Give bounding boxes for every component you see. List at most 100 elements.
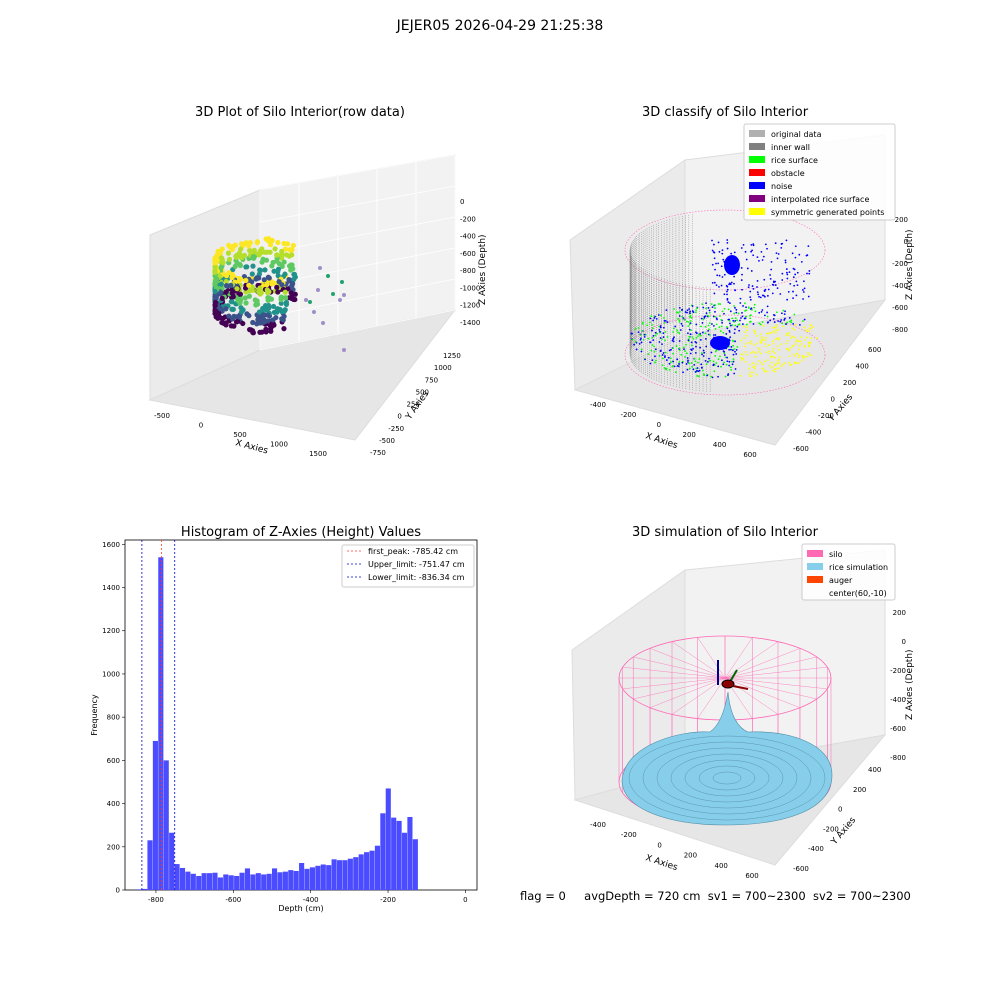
y-tick-label: -600 [793,445,809,453]
classified-point [721,321,724,324]
classified-point [781,322,784,325]
classified-point [695,309,697,312]
classified-point [651,324,653,326]
classified-point [750,307,753,310]
histogram-bar [142,888,148,890]
histogram-x-label: Depth (cm) [278,904,323,913]
classified-point [708,322,711,325]
classified-point [631,338,634,341]
classified-point [784,310,786,313]
noise-point [771,292,774,295]
classified-point [687,339,690,342]
y-tick-label: 800 [107,714,120,722]
z-tick-label: -600 [890,725,906,733]
classified-point [652,319,655,322]
classified-point [766,305,769,308]
histogram-legend: first_peak: -785.42 cm Upper_limit: -751.… [341,544,475,588]
classified-point [640,348,643,351]
legend-label: center(60,-10) [829,589,887,598]
histogram-bar [353,857,359,890]
silo-wire [649,677,726,708]
noise-point [711,281,714,284]
classified-point [764,339,767,341]
noise-point [791,252,794,255]
classified-point [708,311,711,314]
noise-point [711,263,714,266]
classified-point [794,362,797,365]
classified-point [723,354,726,356]
raw-data-point [338,298,342,302]
classified-point [637,326,640,329]
raw-plot-z-label: Z Axies (Depth) [478,234,488,305]
classified-point [808,341,811,344]
figure-title: JEJER05 2026-04-29 21:25:38 [396,18,604,34]
histogram-bar [136,889,142,890]
noise-point [749,296,752,299]
classified-point [741,311,743,314]
noise-point [720,265,723,268]
raw-data-point [312,310,316,314]
raw-data-point [270,303,277,310]
noise-point [749,298,752,301]
histogram-bar [244,868,251,890]
noise-point [733,275,736,278]
classified-point [803,318,806,321]
classified-point [717,358,720,361]
classified-point [726,327,729,330]
classified-point [794,343,797,346]
classified-point [745,306,747,309]
classified-point [698,358,701,360]
classified-point [785,347,788,350]
classified-point [810,337,813,340]
classified-point [762,324,765,327]
classified-point [726,356,729,359]
classified-point [777,367,780,370]
classified-point [777,348,780,351]
silo-wire [622,666,726,679]
raw-data-point [225,250,232,256]
classified-point [647,337,650,340]
noise-point [802,289,804,291]
noise-point [711,239,713,242]
silo-wire [633,656,726,679]
classified-point [643,333,646,336]
raw-data-point [226,313,232,319]
y-tick-label: -400 [806,429,822,437]
classified-point [694,360,697,363]
classified-point [653,350,656,353]
classified-point [753,330,756,333]
raw-data-point [271,268,277,274]
classified-point [780,343,783,346]
raw-data-point [254,239,261,245]
classified-point [778,337,781,339]
classified-point [678,320,681,323]
classified-point [784,317,786,320]
classified-point [674,325,677,328]
classified-point [789,364,792,367]
raw-data-point [308,300,312,304]
classified-point [709,334,711,336]
noise-point [733,282,735,285]
raw-data-point [282,289,288,295]
classified-point [695,323,698,326]
noise-point [742,243,745,246]
classified-point [776,311,778,314]
classified-point [717,365,720,368]
classified-point [673,365,676,368]
classify-plot-title: 3D classify of Silo Interior [642,105,809,120]
classified-point [692,347,694,350]
classified-point [686,361,689,363]
noise-point [752,287,755,290]
classified-point [637,331,640,334]
classified-point [771,369,774,372]
classified-point [698,333,700,336]
classified-point [760,352,763,355]
classified-point [674,371,677,374]
noise-point [798,253,801,256]
classified-point [639,334,642,336]
classified-point [689,314,692,317]
classified-point [733,372,736,375]
classified-point [691,336,694,338]
x-tick-label: 0 [657,841,661,849]
classified-point [666,336,669,338]
